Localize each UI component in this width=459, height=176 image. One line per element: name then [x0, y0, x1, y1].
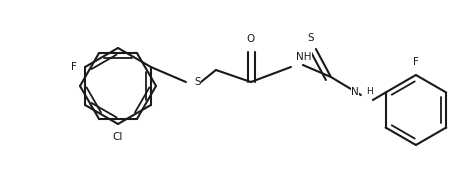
Text: S: S [307, 33, 313, 43]
Text: Cl: Cl [112, 132, 123, 142]
Text: F: F [412, 57, 418, 67]
Text: F: F [71, 62, 77, 72]
Text: O: O [246, 34, 254, 44]
Text: NH: NH [295, 52, 311, 62]
Text: N: N [350, 87, 358, 97]
Text: S: S [194, 77, 200, 87]
Text: H: H [365, 87, 372, 96]
